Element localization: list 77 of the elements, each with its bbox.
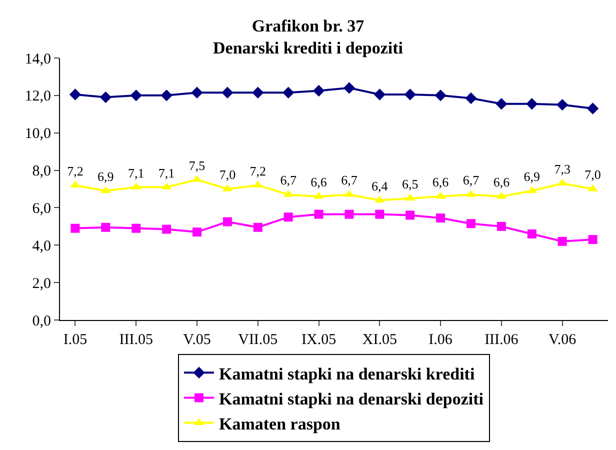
y-tick-label: 12,0 [24, 88, 51, 105]
point [344, 210, 354, 219]
x-tick-label: V.06 [548, 332, 577, 348]
y-tick-label: 0,0 [32, 313, 51, 330]
point [130, 90, 142, 102]
x-tick-label: I.06 [428, 332, 453, 348]
point [282, 86, 294, 98]
point [404, 88, 416, 100]
data-label: 7,0 [219, 167, 236, 182]
x-tick-label: VII.05 [238, 332, 278, 348]
point [466, 219, 476, 228]
data-label: 7,3 [554, 162, 570, 177]
point [496, 98, 508, 110]
data-label: 6,7 [462, 172, 480, 188]
y-tick-label: 14,0 [24, 51, 51, 68]
point [70, 180, 80, 188]
point [527, 229, 536, 238]
data-label: 6,9 [524, 168, 540, 184]
point [586, 102, 599, 114]
x-tick-label: V.05 [183, 332, 211, 348]
point [191, 86, 203, 98]
point [284, 212, 293, 222]
data-label: 6,6 [310, 174, 328, 190]
point [253, 222, 262, 232]
x-tick-label: I.05 [63, 332, 88, 348]
x-tick-label: III.05 [119, 332, 153, 348]
y-tick-label: 4,0 [32, 238, 51, 254]
point [465, 92, 477, 104]
point [436, 214, 446, 223]
point [434, 90, 446, 102]
point [100, 91, 112, 104]
chart-title: Grafikon br. 37 Denarski krediti i depoziti [213, 16, 404, 58]
point [343, 82, 356, 94]
data-label: 6,5 [402, 176, 418, 192]
data-label: 7,0 [584, 167, 601, 182]
point [375, 210, 384, 219]
point [162, 224, 172, 234]
data-label: 7,1 [158, 165, 175, 180]
x-tick-label: IX.05 [301, 332, 336, 348]
point [252, 86, 264, 98]
point [588, 235, 598, 244]
data-label: 6,7 [341, 172, 358, 188]
point [558, 236, 567, 246]
point [101, 222, 110, 232]
data-label: 7,5 [188, 158, 206, 173]
point [70, 224, 80, 233]
point [314, 192, 324, 199]
point [314, 210, 324, 219]
point [312, 84, 325, 97]
data-label: 6,6 [432, 174, 450, 190]
data-label: 7,2 [67, 163, 84, 178]
data-label: 7,2 [250, 163, 266, 178]
y-tick-label: 10,0 [24, 126, 51, 142]
data-label: 6,4 [372, 178, 388, 194]
point [222, 217, 232, 226]
point [132, 224, 141, 233]
point [374, 88, 386, 100]
data-label: 6,9 [98, 168, 114, 184]
point [192, 228, 202, 237]
point [496, 222, 506, 231]
legend-label: Kamatni stapki na denarski krediti [219, 364, 475, 384]
y-tick-label: 8,0 [32, 164, 51, 180]
point [69, 88, 82, 100]
point [406, 210, 415, 220]
point [556, 98, 568, 111]
y-tick-label: 6,0 [32, 200, 51, 217]
data-label: 7,1 [128, 165, 144, 180]
legend-label: Kamaten raspon [219, 414, 341, 434]
x-tick-label: XI.05 [362, 332, 397, 348]
y-tick-label: 2,0 [32, 276, 51, 292]
point [160, 90, 172, 102]
point [222, 86, 234, 98]
legend-label: Kamatni stapki na denarski depoziti [219, 389, 484, 408]
x-tick-label: III.06 [484, 332, 519, 348]
point [526, 98, 538, 110]
data-label: 6,7 [280, 172, 297, 188]
data-label: 6,6 [493, 174, 510, 190]
